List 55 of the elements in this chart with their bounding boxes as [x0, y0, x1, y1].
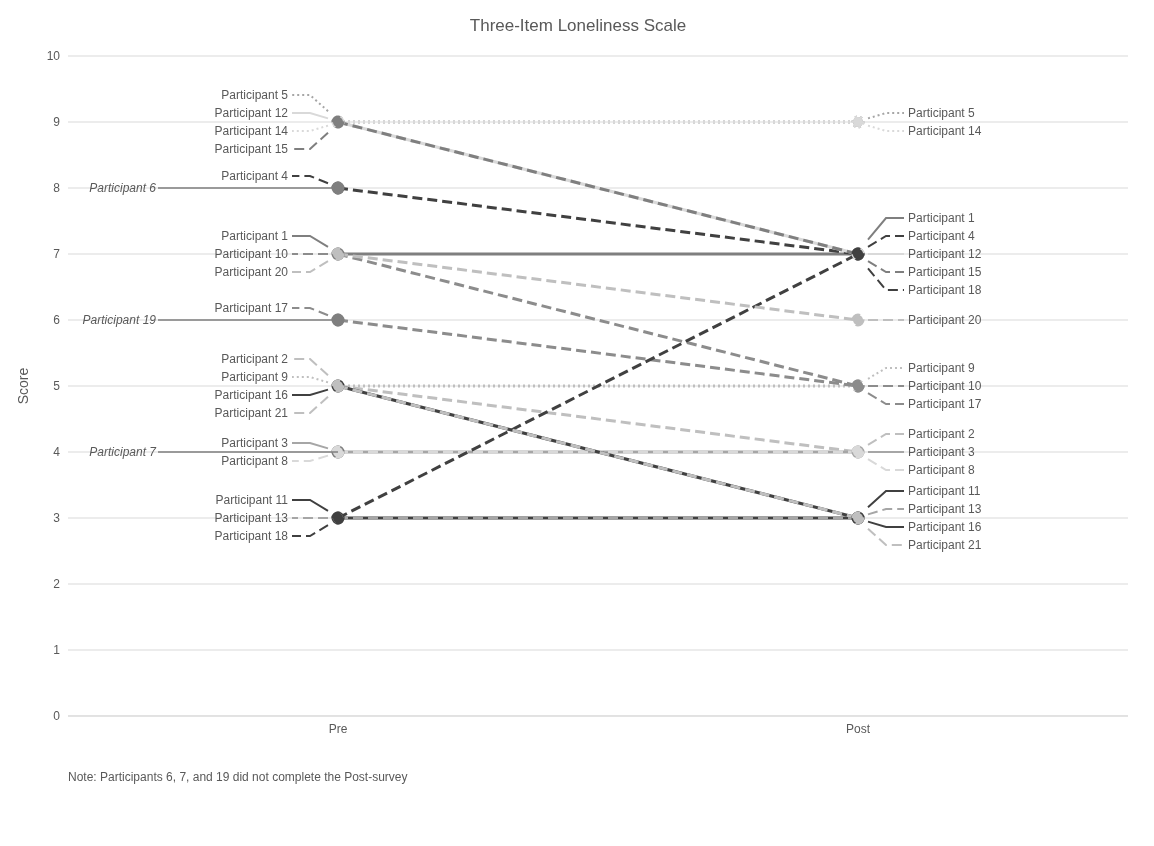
- text: Participant 13: [908, 502, 982, 516]
- text: Participant 9: [908, 361, 975, 375]
- legend-label: Participant 5: [221, 88, 289, 102]
- legend-label: Participant 9: [221, 370, 289, 384]
- text: Participant 8: [908, 463, 975, 477]
- text: Participant 6: [89, 181, 157, 195]
- legend-label: Participant 17: [214, 301, 289, 315]
- text: Participant 7: [89, 445, 158, 459]
- legend-label: Participant 20: [214, 265, 289, 279]
- text: Participant 19: [82, 313, 157, 327]
- legend-label: Participant 3: [221, 436, 289, 450]
- text: Participant 5: [908, 106, 975, 120]
- text: Participant 11: [908, 484, 981, 498]
- y-tick-label: 6: [53, 313, 61, 328]
- legend-label: Participant 15: [214, 142, 289, 156]
- text: Participant 14: [908, 124, 982, 138]
- legend-label: Participant 11: [215, 493, 289, 507]
- text: Participant 18: [908, 283, 982, 297]
- y-tick-label: 5: [53, 379, 61, 394]
- text: Participant 3: [908, 445, 975, 459]
- legend-label: Participant 14: [214, 124, 289, 138]
- legend-label: Participant 16: [214, 388, 289, 402]
- legend-label: Participant 13: [214, 511, 289, 525]
- legend-label: Participant 2: [221, 352, 289, 366]
- legend-label: Participant 12: [214, 106, 289, 120]
- x-tick-label: Post: [845, 721, 871, 736]
- text: Participant 2: [908, 427, 975, 441]
- text: Participant 17: [908, 397, 982, 411]
- text: Note: Participants 6, 7, and 19 did not complete the Post-survey: [68, 770, 409, 784]
- text: Participant 16: [908, 520, 982, 534]
- y-tick-label: 0: [53, 709, 61, 724]
- y-tick-label: 10: [46, 49, 61, 64]
- legend-label: Participant 10: [214, 247, 289, 261]
- x-tick-label: Pre: [328, 721, 348, 736]
- y-tick-label: 4: [53, 445, 61, 460]
- chart-title: Three-Item Loneliness Scale: [468, 16, 688, 36]
- y-tick-label: 2: [53, 577, 61, 592]
- y-tick-label: 8: [53, 181, 61, 196]
- legend-label: Participant 21: [214, 406, 289, 420]
- legend-label: Participant 18: [214, 529, 289, 543]
- text: Participant 4: [908, 229, 975, 243]
- text: Participant 12: [908, 247, 982, 261]
- legend-label: Participant 8: [221, 454, 289, 468]
- legend-label: Participant 1: [221, 229, 289, 243]
- text: Participant 10: [908, 379, 982, 393]
- text: Participant 21: [908, 538, 982, 552]
- y-axis-title: Score: [14, 367, 31, 405]
- y-tick-label: 9: [53, 115, 61, 130]
- legend-label: Participant 4: [221, 169, 289, 183]
- text: Participant 1: [908, 211, 975, 225]
- y-tick-label: 1: [53, 643, 61, 658]
- y-tick-label: 7: [53, 247, 61, 262]
- text: Participant 20: [908, 313, 982, 327]
- y-tick-label: 3: [53, 511, 61, 526]
- text: Participant 15: [908, 265, 982, 279]
